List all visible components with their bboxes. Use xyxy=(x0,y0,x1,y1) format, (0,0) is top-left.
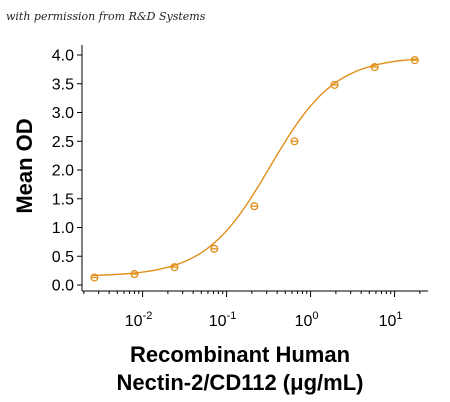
data-point xyxy=(130,270,139,279)
data-point xyxy=(210,244,219,253)
y-tick-label: 4.0 xyxy=(52,48,74,65)
x-tick-label: 100 xyxy=(295,310,319,330)
y-tick-label: 3.0 xyxy=(52,105,74,122)
axes: 0.00.51.01.52.02.53.03.54.0 10-2 10-1 100 1… xyxy=(52,45,428,330)
x-axis-label-line2: Nectin-2/CD112 (μg/mL) xyxy=(117,370,364,395)
data-point xyxy=(170,263,179,272)
x-tick-label: 10-2 xyxy=(125,310,153,330)
data-point xyxy=(250,202,259,211)
x-axis-label-line1: Recombinant Human xyxy=(130,342,350,367)
y-tick-label: 2.5 xyxy=(52,134,74,151)
data-point xyxy=(410,56,419,65)
plot-area xyxy=(90,56,419,282)
x-tick-label: 10-1 xyxy=(209,310,237,330)
y-tick-label: 1.5 xyxy=(52,191,74,208)
data-point xyxy=(330,80,339,89)
y-tick-label: 1.0 xyxy=(52,220,74,237)
fit-curve xyxy=(91,58,418,277)
y-tick-label: 0.0 xyxy=(52,278,74,295)
x-ticks: 10-2 10-1 100 101 xyxy=(83,291,421,330)
watermark: with permission from R&D Systems xyxy=(6,10,206,23)
data-point xyxy=(90,273,99,282)
y-ticks: 0.0 0.5 1.0 1.5 2.0 2.5 3.0 3.5 4.0 xyxy=(52,48,82,295)
y-tick-label: 0.5 xyxy=(52,249,74,266)
data-point xyxy=(290,137,299,146)
y-tick-label: 2.0 xyxy=(52,163,74,180)
y-axis-label: Mean OD xyxy=(12,118,37,213)
x-tick-label: 101 xyxy=(379,310,403,330)
y-tick-label: 3.5 xyxy=(52,76,74,93)
data-point xyxy=(370,63,379,72)
